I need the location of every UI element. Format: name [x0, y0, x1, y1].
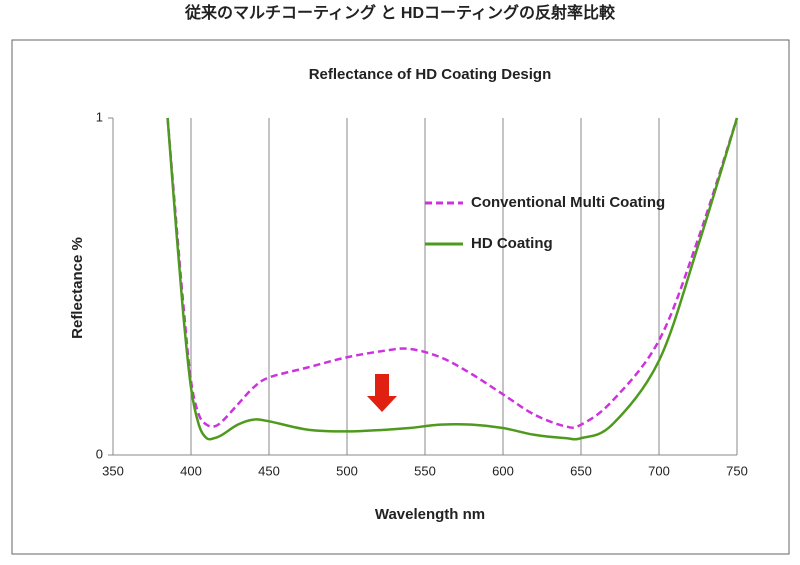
legend-label: Conventional Multi Coating — [471, 194, 665, 211]
chart-title: Reflectance of HD Coating Design — [309, 66, 552, 83]
legend-label: HD Coating — [471, 235, 553, 252]
x-axis-title: Wavelength nm — [375, 506, 485, 523]
x-tick-label: 550 — [414, 463, 436, 478]
chart-frame — [11, 39, 790, 555]
x-tick-label: 700 — [648, 463, 670, 478]
x-tick-label: 500 — [336, 463, 358, 478]
heading: 従来のマルチコーティング と HDコーティングの反射率比較 — [184, 3, 616, 22]
x-tick-label: 650 — [570, 463, 592, 478]
y-tick-label: 0 — [96, 446, 103, 461]
series-line — [166, 117, 739, 441]
y-axis-title: Reflectance % — [69, 237, 86, 339]
series-line — [166, 117, 739, 429]
arrow-annotation — [367, 374, 397, 412]
y-tick-label: 1 — [96, 109, 103, 124]
x-tick-label: 600 — [492, 463, 514, 478]
x-tick-label: 350 — [102, 463, 124, 478]
x-tick-label: 450 — [258, 463, 280, 478]
x-tick-label: 750 — [726, 463, 748, 478]
x-tick-label: 400 — [180, 463, 202, 478]
